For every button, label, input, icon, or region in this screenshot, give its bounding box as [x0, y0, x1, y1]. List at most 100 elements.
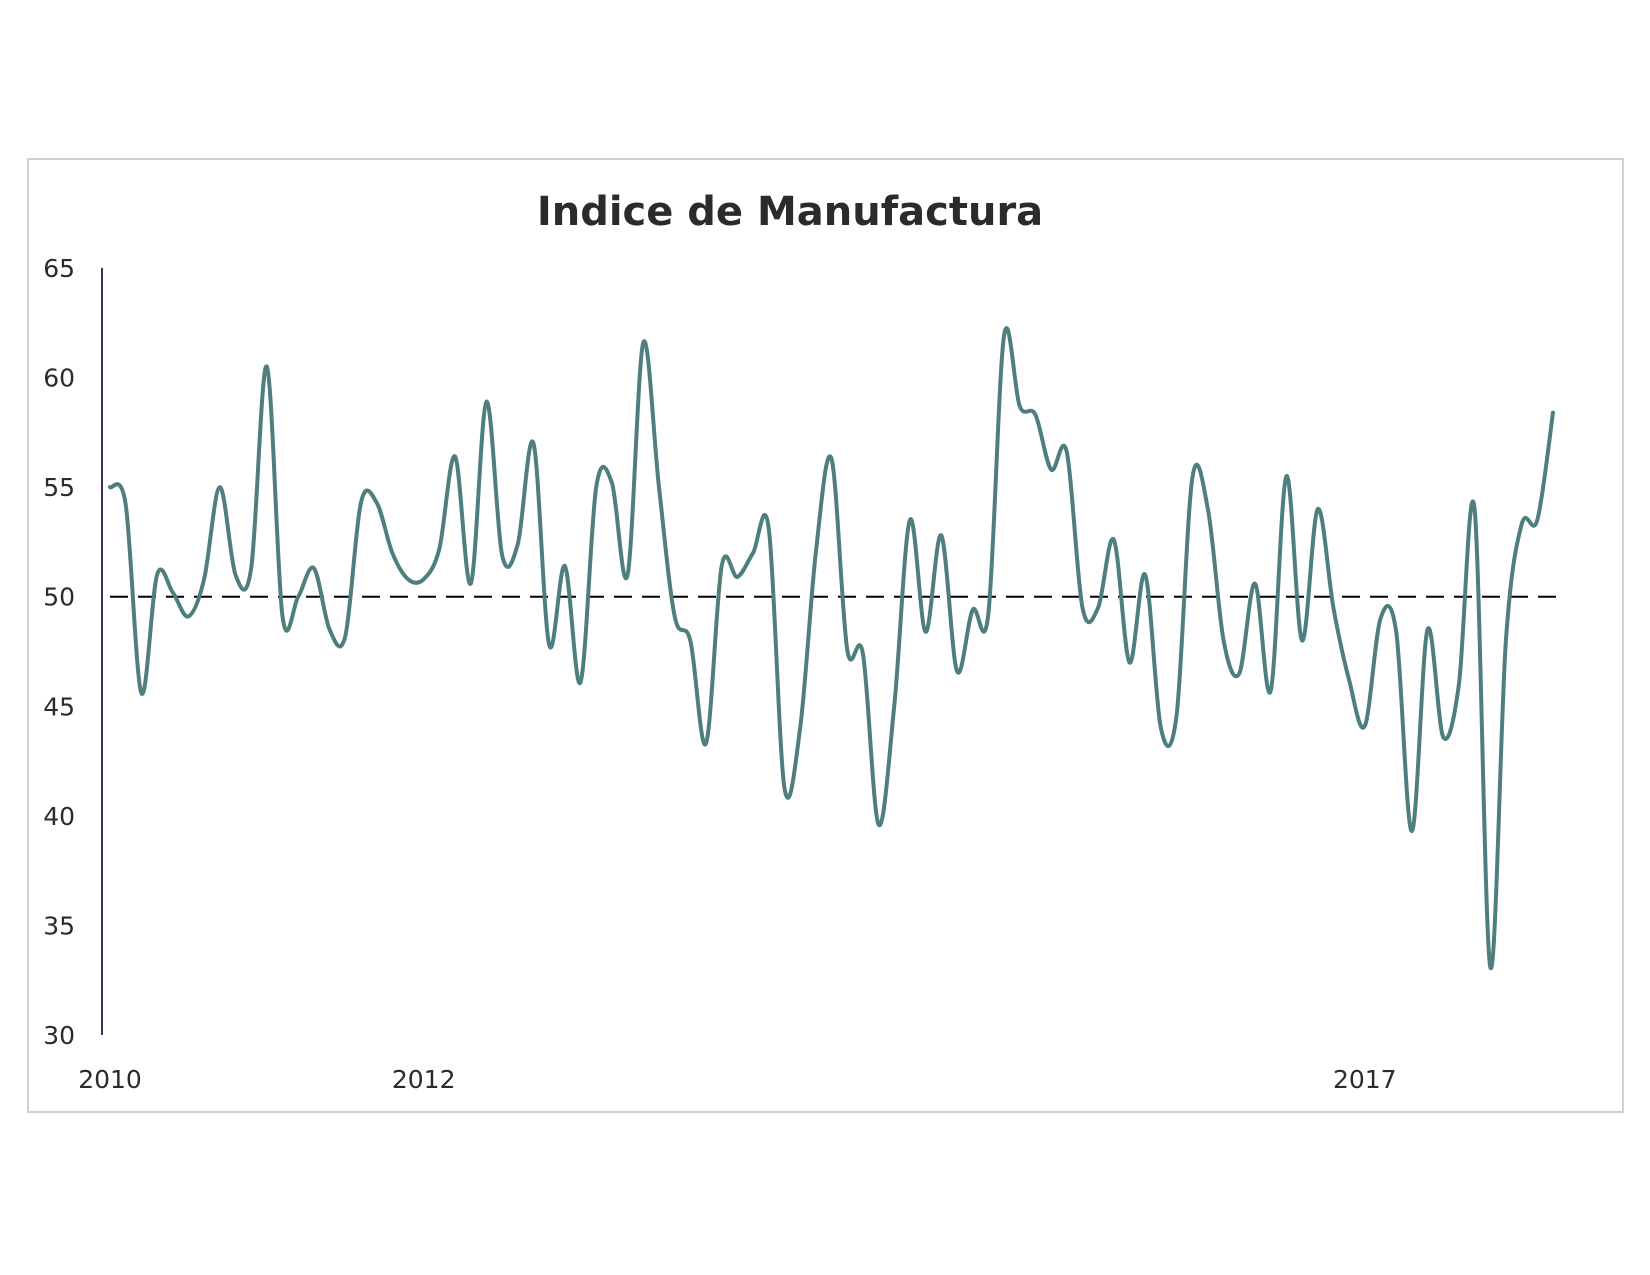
data-point — [358, 500, 364, 506]
data-point — [374, 500, 380, 506]
y-tick-label: 65 — [43, 254, 75, 283]
data-point — [1362, 723, 1368, 729]
x-tick-labels: 2010 2012 2017 — [78, 1065, 1396, 1094]
data-point — [1299, 638, 1305, 644]
data-point — [217, 484, 223, 490]
data-point — [327, 627, 333, 633]
data-point — [1001, 333, 1007, 339]
data-point — [1440, 734, 1446, 740]
data-point — [233, 572, 239, 578]
data-point — [813, 550, 819, 556]
data-point — [295, 594, 301, 600]
data-point — [107, 484, 113, 490]
data-point — [609, 480, 615, 486]
data-points — [107, 333, 1556, 970]
data-point — [829, 456, 835, 462]
data-point — [593, 484, 599, 490]
data-point — [1534, 517, 1540, 523]
data-point — [531, 440, 537, 446]
data-point — [734, 574, 740, 580]
data-point — [154, 572, 160, 578]
data-point — [1080, 605, 1086, 611]
data-point — [876, 822, 882, 828]
data-point — [907, 517, 913, 523]
y-tick-label: 30 — [43, 1021, 75, 1050]
data-point — [311, 565, 317, 571]
data-point — [1330, 605, 1336, 611]
data-point — [1456, 681, 1462, 687]
data-point — [1205, 506, 1211, 512]
y-tick-label: 55 — [43, 473, 75, 502]
chart-title: Indice de Manufactura — [537, 189, 1043, 235]
data-point — [891, 703, 897, 709]
data-point — [248, 565, 254, 571]
data-point — [1487, 964, 1493, 970]
data-point — [923, 629, 929, 635]
data-point — [1174, 712, 1180, 718]
data-point — [405, 576, 411, 582]
data-point — [280, 613, 286, 619]
y-tick-label: 35 — [43, 911, 75, 940]
data-point — [1236, 670, 1242, 676]
series-line — [108, 326, 1555, 971]
y-tick-labels: 30 35 40 45 50 55 60 65 — [43, 254, 75, 1050]
data-point — [1158, 725, 1164, 731]
data-point — [436, 546, 442, 552]
data-point — [1425, 627, 1431, 633]
x-tick-label: 2012 — [392, 1065, 456, 1094]
data-point — [703, 741, 709, 747]
data-point — [656, 484, 662, 490]
data-point — [1346, 677, 1352, 683]
data-point — [185, 613, 191, 619]
data-point — [138, 690, 144, 696]
data-point — [483, 399, 489, 405]
data-point — [546, 642, 552, 648]
data-point — [781, 784, 787, 790]
data-point — [640, 340, 646, 346]
data-point — [860, 651, 866, 657]
data-point — [342, 633, 348, 639]
data-point — [123, 502, 129, 508]
data-point — [954, 668, 960, 674]
data-point — [578, 679, 584, 685]
x-tick-label: 2017 — [1333, 1065, 1397, 1094]
data-point — [515, 541, 521, 547]
data-point — [1252, 581, 1258, 587]
y-tick-label: 50 — [43, 583, 75, 612]
data-point — [1111, 537, 1117, 543]
data-point — [1189, 475, 1195, 481]
y-tick-label: 60 — [43, 364, 75, 393]
data-point — [1142, 572, 1148, 578]
data-point — [1409, 828, 1415, 834]
data-point — [562, 563, 568, 569]
data-point — [1127, 660, 1133, 666]
data-point — [1503, 638, 1509, 644]
data-point — [1048, 467, 1054, 473]
data-point — [452, 454, 458, 460]
data-point — [1472, 506, 1478, 512]
data-point — [468, 581, 474, 587]
data-point — [499, 552, 505, 558]
data-point — [970, 607, 976, 613]
data-point — [421, 576, 427, 582]
data-point — [1268, 688, 1274, 694]
data-point — [1017, 403, 1023, 409]
data-point — [1393, 629, 1399, 635]
data-point — [844, 646, 850, 652]
data-point — [719, 563, 725, 569]
data-point — [750, 550, 756, 556]
data-point — [1315, 506, 1321, 512]
data-point — [1283, 473, 1289, 479]
x-tick-label: 2010 — [78, 1065, 142, 1094]
data-point — [170, 589, 176, 595]
data-point — [985, 611, 991, 617]
data-point — [625, 572, 631, 578]
data-point — [264, 364, 270, 370]
data-point — [1032, 412, 1038, 418]
data-point — [1064, 449, 1070, 455]
data-point — [672, 613, 678, 619]
data-point — [687, 638, 693, 644]
data-point — [1095, 605, 1101, 611]
y-tick-label: 40 — [43, 802, 75, 831]
